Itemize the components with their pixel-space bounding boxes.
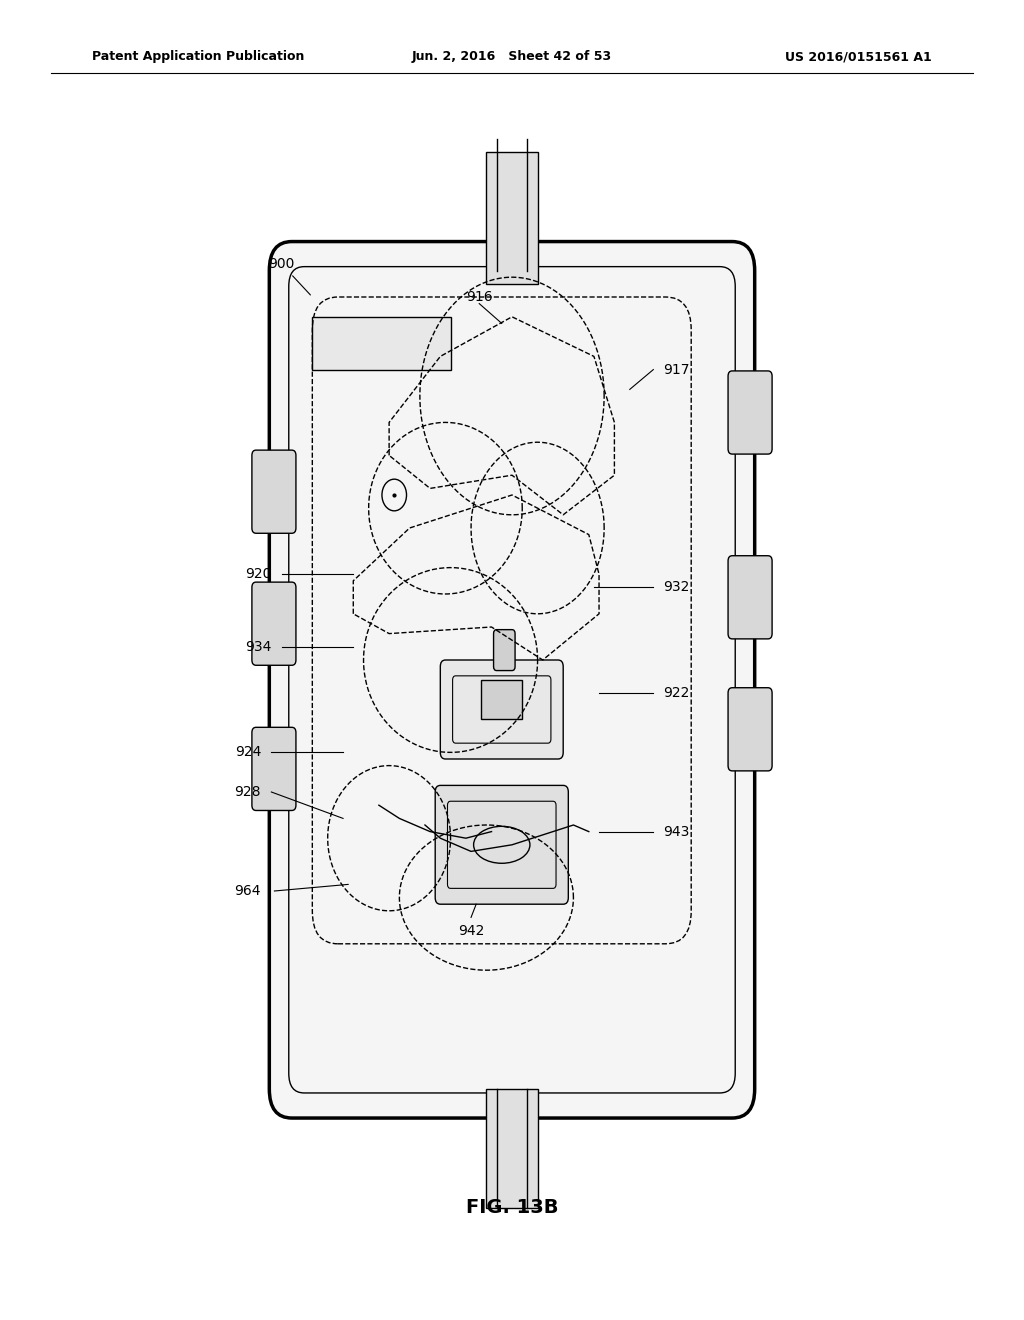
Text: Jun. 2, 2016   Sheet 42 of 53: Jun. 2, 2016 Sheet 42 of 53 [412,50,612,63]
FancyBboxPatch shape [728,556,772,639]
FancyBboxPatch shape [312,317,451,370]
FancyBboxPatch shape [252,582,296,665]
Text: 917: 917 [664,363,690,376]
FancyBboxPatch shape [269,242,755,1118]
Text: 943: 943 [664,825,690,838]
FancyBboxPatch shape [486,1089,538,1208]
FancyBboxPatch shape [494,630,515,671]
FancyBboxPatch shape [728,371,772,454]
FancyBboxPatch shape [486,152,538,284]
FancyBboxPatch shape [481,680,522,719]
Text: 932: 932 [664,581,690,594]
Text: 922: 922 [664,686,690,700]
Text: Patent Application Publication: Patent Application Publication [92,50,304,63]
FancyBboxPatch shape [440,660,563,759]
Text: 928: 928 [234,785,261,799]
FancyBboxPatch shape [435,785,568,904]
FancyBboxPatch shape [252,450,296,533]
Text: 920: 920 [245,568,271,581]
Text: 942: 942 [458,924,484,937]
Text: 916: 916 [466,290,493,304]
FancyBboxPatch shape [728,688,772,771]
FancyBboxPatch shape [252,727,296,810]
Text: FIG. 13B: FIG. 13B [466,1199,558,1217]
Text: 900: 900 [268,257,310,294]
Text: 924: 924 [234,746,261,759]
Text: US 2016/0151561 A1: US 2016/0151561 A1 [785,50,932,63]
Text: 934: 934 [245,640,271,653]
Text: 964: 964 [234,884,261,898]
